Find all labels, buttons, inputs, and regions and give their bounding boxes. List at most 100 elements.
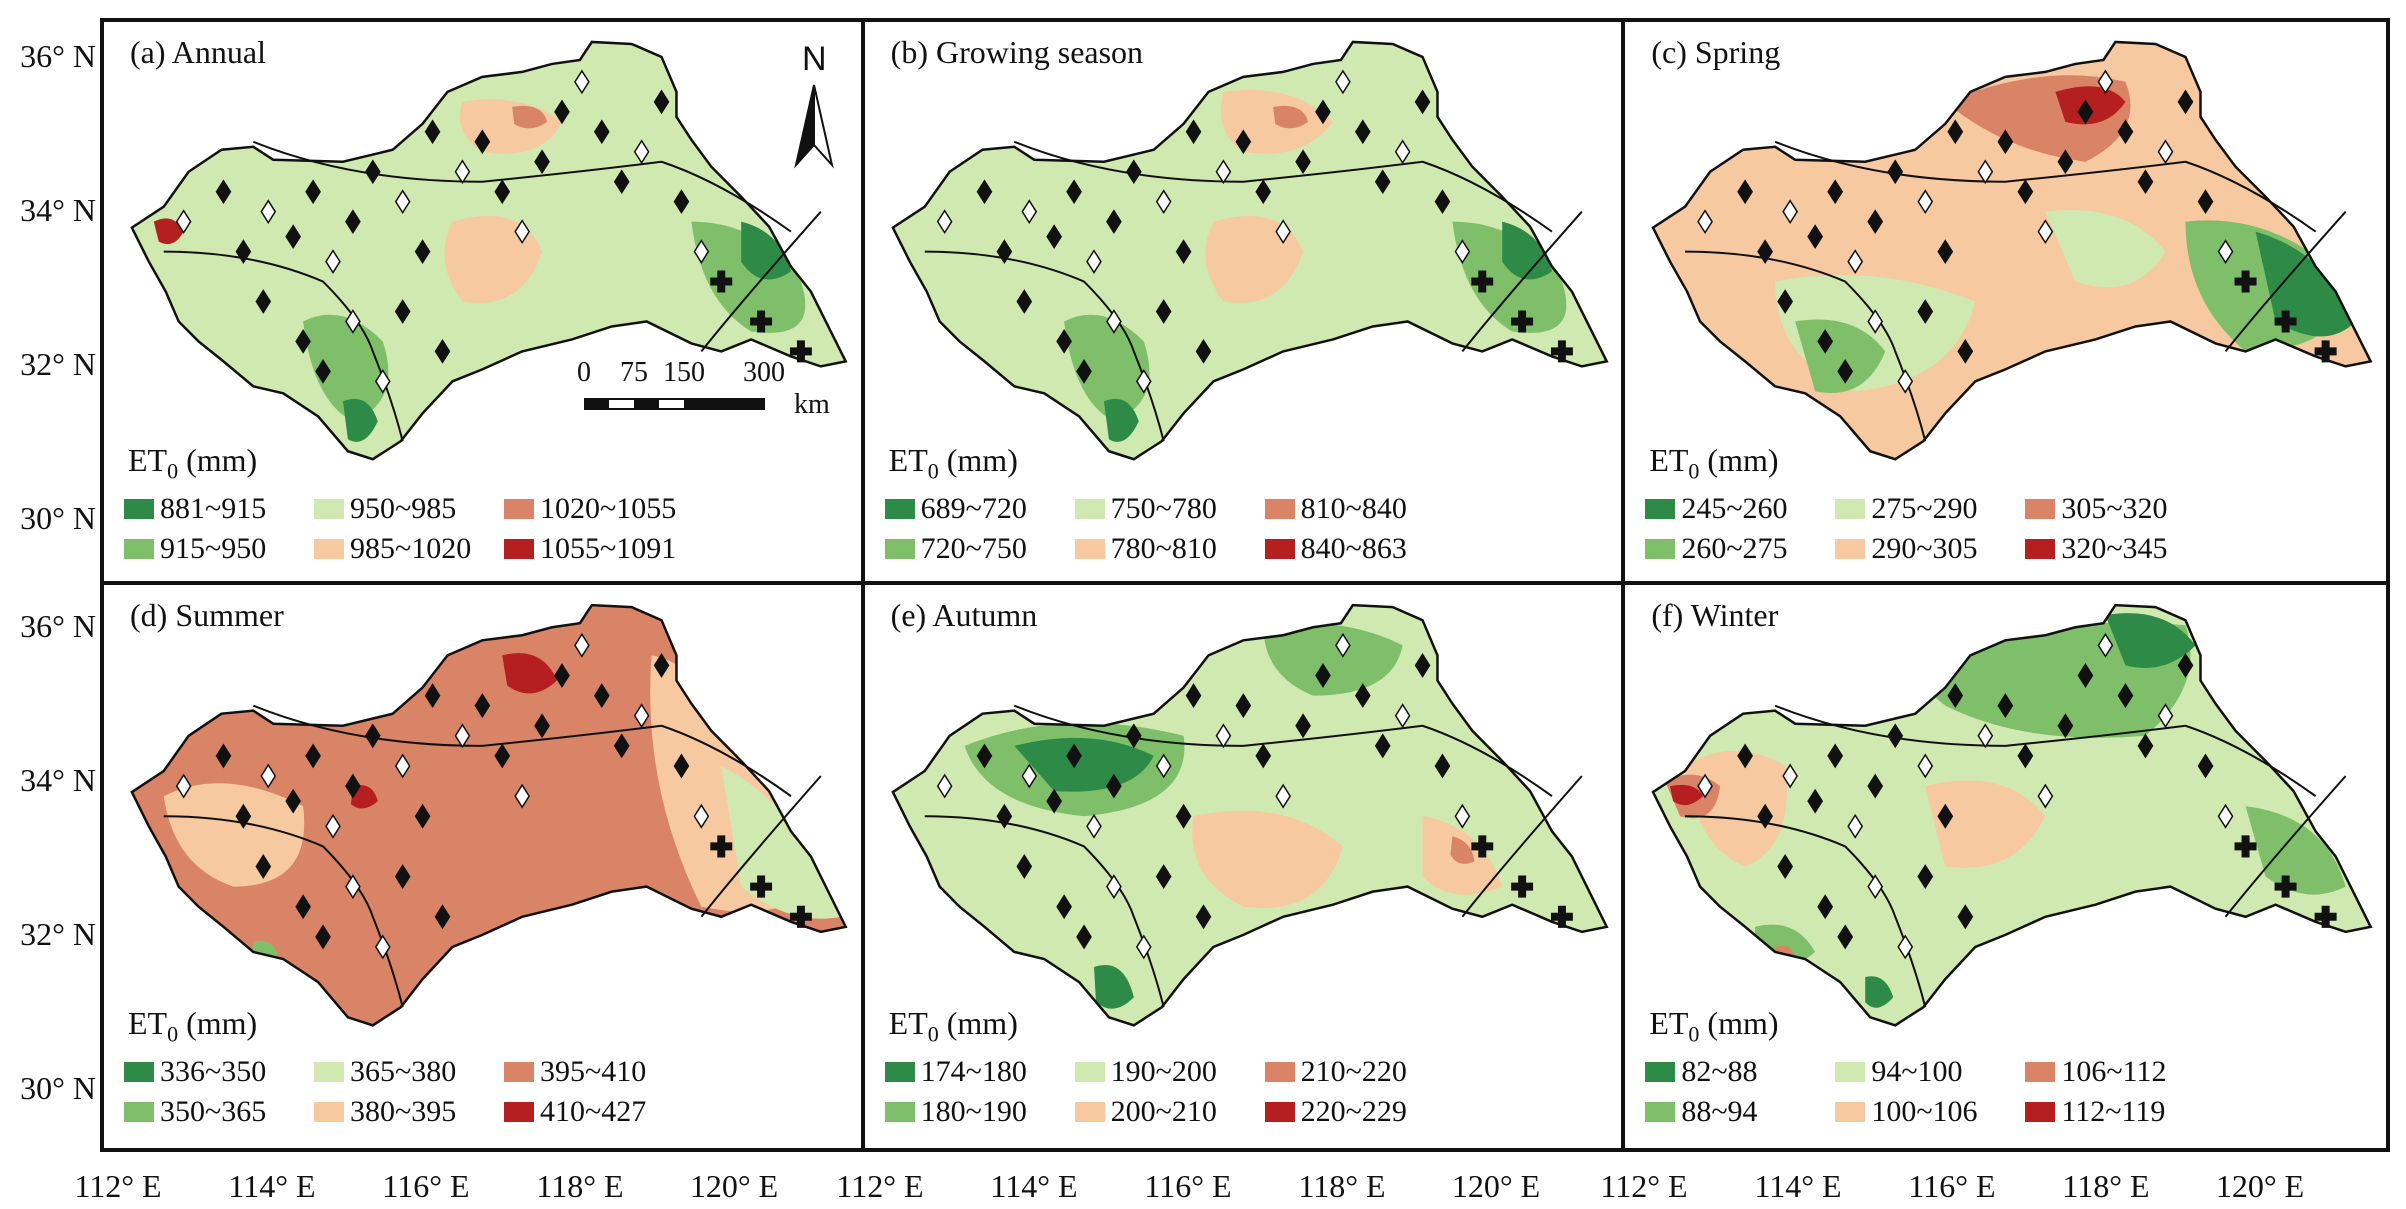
legend-swatch — [314, 1102, 344, 1123]
station-marker — [255, 289, 272, 314]
legend-title: ET0 (mm) — [889, 442, 1585, 484]
legend-item: 94~100 — [1835, 1055, 2025, 1089]
basin-map — [890, 603, 1609, 1027]
station-marker — [1274, 783, 1291, 809]
et0-zone — [2045, 209, 2166, 288]
station-marker — [1155, 753, 1172, 779]
legend-swatch — [314, 539, 344, 560]
legend-title: ET0 (mm) — [128, 1005, 824, 1047]
legend-label: 180~190 — [920, 1095, 1027, 1129]
station-marker — [613, 169, 630, 195]
sub-basin-boundary — [2225, 775, 2347, 918]
station-marker — [1737, 743, 1754, 769]
legend-label: 395~410 — [540, 1055, 647, 1089]
station-marker — [1847, 813, 1864, 839]
station-marker — [494, 179, 511, 205]
et0-zone — [163, 783, 305, 887]
station-marker — [1782, 199, 1799, 225]
legend-swatch — [884, 1102, 915, 1123]
legend-swatch — [504, 1102, 534, 1123]
station-marker — [285, 788, 302, 814]
legend-label: 260~275 — [1681, 532, 1788, 566]
station-marker — [2077, 99, 2094, 125]
legend-swatch — [1264, 1102, 1295, 1123]
legend-item: 1055~1091 — [504, 532, 714, 566]
legend-item: 985~1020 — [314, 532, 504, 566]
basin-outline — [130, 40, 848, 461]
station-marker — [1055, 894, 1072, 920]
sub-basin-boundary — [252, 140, 792, 233]
legend: ET0 (mm) 689~720 750~780 810~840 720~750 780~… — [884, 442, 1585, 566]
legend-item: 190~200 — [1074, 1055, 1265, 1089]
station-marker — [1947, 683, 1964, 709]
legend-item: 320~345 — [2025, 532, 2235, 566]
station-marker — [260, 763, 277, 789]
station-marker — [1215, 159, 1231, 185]
trend-cross-marker — [1550, 905, 1573, 928]
lon-label-116-col3: 116° E — [1908, 1168, 1996, 1204]
lon-label-120-col2: 120° E — [1451, 1168, 1541, 1204]
et0-zone — [2245, 806, 2346, 895]
legend-label: 365~380 — [350, 1055, 457, 1089]
lon-label-118-col1: 118° E — [536, 1168, 624, 1204]
legend-swatch — [2025, 539, 2056, 560]
legend-label: 275~290 — [1871, 492, 1978, 526]
station-marker — [574, 69, 590, 95]
station-marker — [2177, 652, 2194, 678]
legend-swatch — [1264, 1062, 1295, 1083]
station-marker — [1917, 189, 1934, 215]
station-marker — [1175, 239, 1192, 264]
station-marker — [1807, 788, 1824, 814]
legend-item: 174~180 — [884, 1055, 1075, 1089]
station-marker — [2017, 179, 2034, 205]
station-marker — [1977, 159, 1994, 185]
station-marker — [1394, 703, 1411, 729]
et0-zone — [1670, 784, 1704, 806]
legend-title-unit: (mm) — [1699, 442, 1779, 478]
legend-item: 200~210 — [1074, 1095, 1265, 1129]
trend-cross-marker — [710, 835, 733, 858]
station-marker — [1255, 743, 1271, 769]
station-marker — [996, 239, 1012, 264]
station-marker — [1125, 723, 1142, 749]
station-marker — [1075, 359, 1092, 384]
legend-item: 100~106 — [1835, 1095, 2025, 1129]
legend-item: 336~350 — [124, 1055, 314, 1089]
legend-swatch — [314, 1062, 344, 1083]
station-marker — [1917, 299, 1934, 324]
legend-item: 881~915 — [124, 492, 314, 526]
panel-title: (d) Summer — [130, 597, 284, 633]
legend-label: 200~210 — [1110, 1095, 1217, 1129]
legend-label: 336~350 — [160, 1055, 267, 1089]
station-marker — [2157, 703, 2174, 729]
legend-label: 689~720 — [920, 492, 1027, 526]
station-marker — [1021, 199, 1037, 225]
legend-item: 689~720 — [884, 492, 1075, 526]
station-marker — [434, 904, 451, 930]
panel-grid: (a) Annual ET0 (mm) 881~915 950~985 1020~105… — [100, 18, 2390, 1152]
legend-title-sub: 0 — [1688, 1021, 1700, 1047]
et0-zone — [1262, 622, 1403, 696]
et0-zone — [1865, 976, 1894, 1008]
scale-unit: km — [794, 389, 830, 420]
station-marker — [2037, 783, 2054, 809]
basin-outline — [890, 40, 1609, 461]
station-marker — [474, 129, 491, 155]
station-marker — [2037, 219, 2054, 244]
legend-label: 245~260 — [1681, 492, 1788, 526]
station-marker — [1757, 803, 1774, 829]
station-marker — [1777, 289, 1794, 314]
legend-item: 88~94 — [1645, 1095, 1835, 1129]
trend-cross-marker — [1510, 875, 1533, 898]
lon-label-112-col1: 112° E — [74, 1168, 162, 1204]
et0-zone — [1452, 221, 1567, 333]
legend-label: 985~1020 — [350, 532, 472, 566]
sub-basin-boundary — [163, 250, 404, 442]
station-marker — [315, 924, 331, 950]
station-marker — [1867, 874, 1884, 900]
station-marker — [1897, 368, 1914, 394]
station-marker — [1777, 854, 1794, 879]
et0-zone — [2055, 86, 2126, 125]
legend-label: 100~106 — [1871, 1095, 1978, 1129]
legend-item: 1020~1055 — [504, 492, 714, 526]
